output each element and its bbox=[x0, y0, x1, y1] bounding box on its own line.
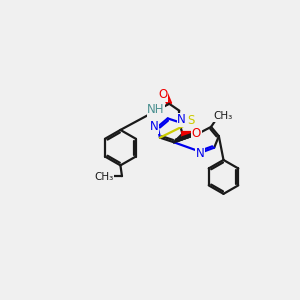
Text: NH: NH bbox=[147, 103, 165, 116]
Text: CH₃: CH₃ bbox=[214, 111, 233, 121]
Text: N: N bbox=[177, 113, 186, 126]
Text: O: O bbox=[192, 127, 201, 140]
Text: CH₃: CH₃ bbox=[94, 172, 114, 182]
Text: N: N bbox=[150, 120, 159, 134]
Text: O: O bbox=[158, 88, 168, 101]
Text: N: N bbox=[196, 147, 205, 160]
Text: S: S bbox=[187, 114, 195, 127]
